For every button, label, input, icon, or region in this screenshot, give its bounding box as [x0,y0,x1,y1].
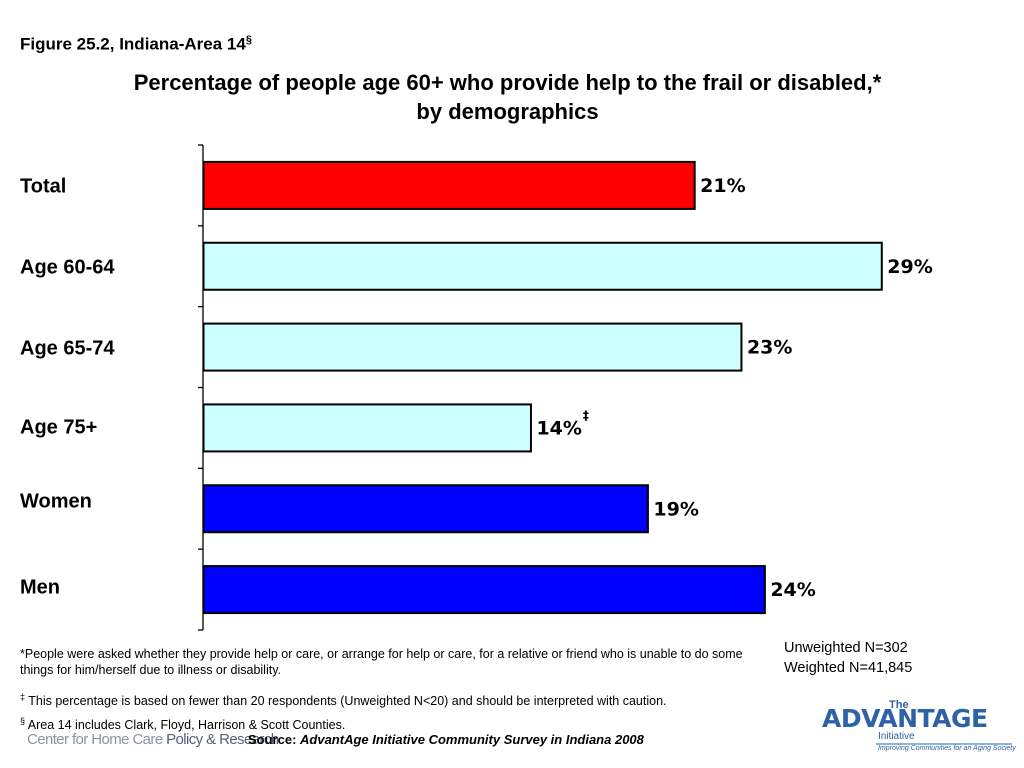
footnote-double-dagger: ‡ This percentage is based on fewer than… [20,689,760,709]
footnote-double-dagger-text: This percentage is based on fewer than 2… [25,694,667,709]
advantage-logo-initiative: Initiative [878,731,915,742]
footnote-section: § Area 14 includes Clark, Floyd, Harriso… [20,713,760,733]
center-for-home-care-logo: Center for Home Care Policy & Research [27,731,279,748]
source-name: AdvantAge Initiative Community Survey in… [300,732,644,747]
unweighted-n: Unweighted N=302 [784,640,908,656]
axis-ticks [198,144,203,631]
chart-title-line-1: Percentage of people age 60+ who provide… [133,70,882,95]
advantage-logo-rule [876,743,1012,745]
advantage-logo-tagline: Improving Communities for an Aging Socie… [878,745,1016,752]
category-label: Women [20,490,92,512]
bar-men [202,565,766,615]
value-labels: 21% 29% 23% 14%‡ 19% 24% [536,175,932,601]
footnote-asterisk: *People were asked whether they provide … [20,647,743,677]
value-label: 24% [770,579,815,601]
value-label: 29% [887,256,932,278]
category-label: Age 75+ [20,416,97,438]
category-label: Age 65-74 [20,337,115,359]
bar-chart: Total Age 60-64 Age 65-74 Age 75+ Women Men 2… [20,144,933,631]
bar-age-60-64 [202,241,883,291]
bar-age-75- [202,403,532,453]
value-label: 23% [747,337,792,359]
footnote-section-text: Area 14 includes Clark, Floyd, Harrison … [25,718,346,733]
category-label: Total [20,175,66,197]
footnote-double-dagger-mark: ‡ [20,692,26,702]
category-label: Age 60-64 [20,256,115,278]
category-labels: Total Age 60-64 Age 65-74 Age 75+ Women Men [20,175,115,598]
value-label: 21% [700,175,745,197]
figure-label: Figure 25.2, Indiana-Area 14§ [20,34,252,55]
advantage-logo-wordmark: ADVANTAGE [822,704,988,733]
figure-label-mark: § [245,34,252,46]
value-label-mark: ‡ [583,408,589,422]
source-line: Source: AdvantAge Initiative Community S… [248,732,644,747]
chc-logo-text-strong: Policy & Research [166,731,279,748]
bars [202,160,883,615]
chart-title-line-2: by demographics [416,99,599,124]
bar-women [202,484,649,534]
sample-size-info: Unweighted N=302 Weighted N=41,845 [784,638,912,678]
source-prefix: Source: [248,732,301,747]
value-label: 19% [653,498,698,520]
footnote-section-mark: § [20,716,26,726]
figure-label-text: Figure 25.2, Indiana-Area 14 [20,34,246,54]
bar-age-65-74 [202,322,743,372]
chart-title: Percentage of people age 60+ who provide… [0,68,1015,126]
value-label: 14% [536,417,581,439]
advantage-logo-the: The [889,699,909,711]
bar-total [202,160,696,210]
weighted-n: Weighted N=41,845 [784,660,913,676]
chc-logo-text-light: Center for Home Care [27,731,167,748]
category-label: Men [20,576,60,598]
